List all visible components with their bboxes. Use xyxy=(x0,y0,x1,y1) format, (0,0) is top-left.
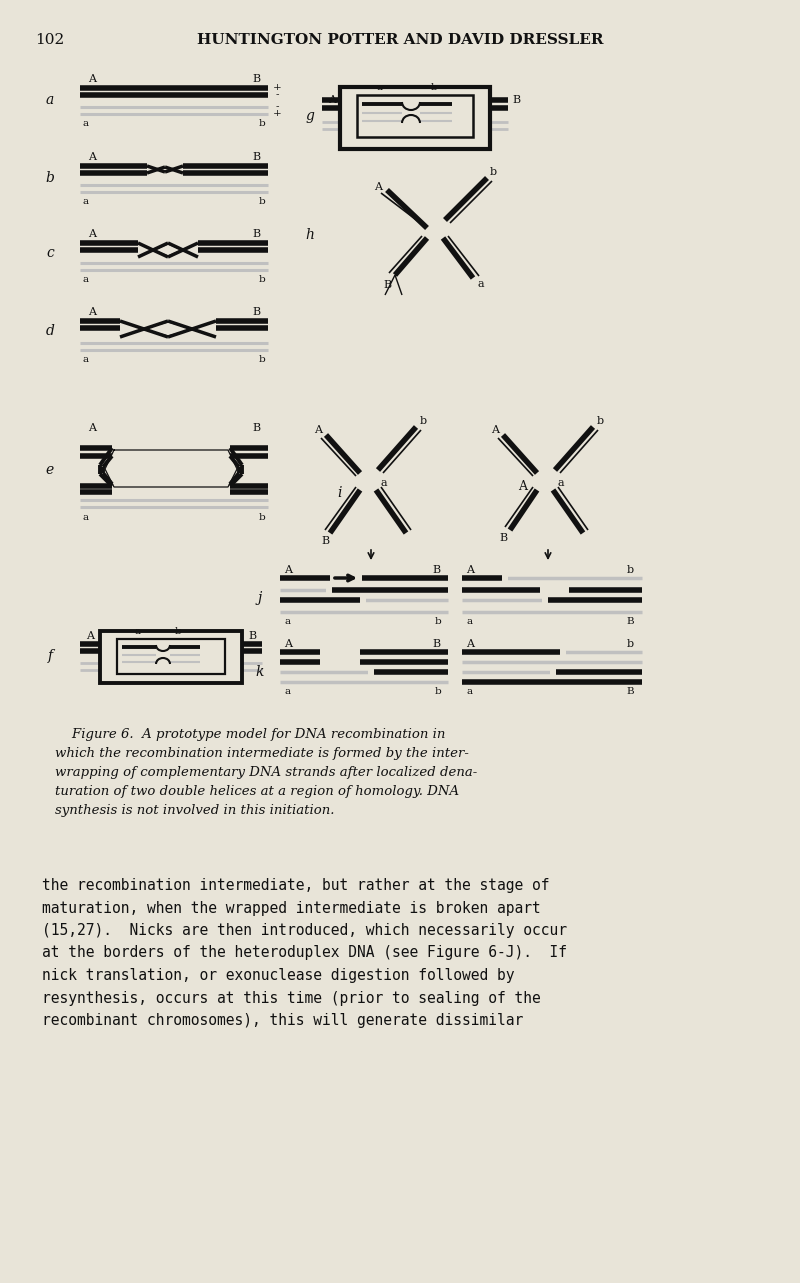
Text: g: g xyxy=(306,109,314,123)
Text: e: e xyxy=(46,463,54,477)
Text: b: b xyxy=(626,565,634,575)
Text: a: a xyxy=(285,688,291,697)
Text: B: B xyxy=(512,95,520,105)
Text: at the borders of the heteroduplex DNA (see Figure 6-J).  If: at the borders of the heteroduplex DNA (… xyxy=(42,946,567,961)
Text: +: + xyxy=(273,83,282,92)
Text: b: b xyxy=(597,416,603,426)
Text: b: b xyxy=(258,198,266,207)
Text: maturation, when the wrapped intermediate is broken apart: maturation, when the wrapped intermediat… xyxy=(42,901,541,916)
Text: a: a xyxy=(467,617,473,626)
Text: B: B xyxy=(248,631,256,642)
Text: nick translation, or exonuclease digestion followed by: nick translation, or exonuclease digesti… xyxy=(42,967,514,983)
Text: A: A xyxy=(314,425,322,435)
Text: c: c xyxy=(46,246,54,260)
Text: A: A xyxy=(284,639,292,649)
Text: b: b xyxy=(258,512,266,521)
Text: b: b xyxy=(626,639,634,649)
Text: b: b xyxy=(258,276,266,285)
Text: a: a xyxy=(46,92,54,106)
Text: +: + xyxy=(273,109,282,118)
Text: B: B xyxy=(252,151,260,162)
Text: A: A xyxy=(86,631,94,642)
Text: which the recombination intermediate is formed by the inter-: which the recombination intermediate is … xyxy=(55,747,469,760)
Text: B: B xyxy=(252,228,260,239)
Text: a: a xyxy=(83,198,89,207)
Text: b: b xyxy=(490,167,497,177)
Text: b: b xyxy=(430,82,438,91)
Text: B: B xyxy=(321,536,329,547)
Text: b: b xyxy=(434,617,442,626)
Text: turation of two double helices at a region of homology. DNA: turation of two double helices at a regi… xyxy=(55,785,459,798)
Text: B: B xyxy=(626,688,634,697)
Text: a: a xyxy=(558,479,564,488)
Text: A: A xyxy=(466,565,474,575)
Text: B: B xyxy=(432,565,440,575)
Text: b: b xyxy=(258,355,266,364)
Text: A: A xyxy=(491,425,499,435)
Text: a: a xyxy=(285,617,291,626)
FancyBboxPatch shape xyxy=(340,87,490,149)
Text: a: a xyxy=(83,512,89,521)
Text: B: B xyxy=(499,532,507,543)
Text: k: k xyxy=(256,665,264,679)
Text: B: B xyxy=(432,639,440,649)
Text: h: h xyxy=(306,228,314,242)
Text: a: a xyxy=(381,479,387,488)
Text: recombinant chromosomes), this will generate dissimilar: recombinant chromosomes), this will gene… xyxy=(42,1014,523,1028)
Text: A: A xyxy=(374,182,382,192)
Text: A: A xyxy=(88,228,96,239)
Text: B: B xyxy=(383,280,391,290)
Text: synthesis is not involved in this initiation.: synthesis is not involved in this initia… xyxy=(55,804,334,817)
Text: A: A xyxy=(88,423,96,432)
Text: b: b xyxy=(174,626,182,635)
Text: A: A xyxy=(88,74,96,83)
Text: B: B xyxy=(626,617,634,626)
Text: 102: 102 xyxy=(35,33,64,47)
Text: A: A xyxy=(518,481,527,494)
FancyBboxPatch shape xyxy=(100,631,242,683)
Text: d: d xyxy=(46,325,54,337)
Text: b: b xyxy=(46,171,54,185)
Text: a: a xyxy=(83,119,89,128)
Text: B: B xyxy=(252,307,260,317)
Text: A: A xyxy=(466,639,474,649)
Text: a: a xyxy=(83,355,89,364)
FancyBboxPatch shape xyxy=(357,95,473,137)
Text: -: - xyxy=(275,91,278,100)
Text: -: - xyxy=(275,103,278,112)
Text: A: A xyxy=(88,307,96,317)
FancyBboxPatch shape xyxy=(117,639,225,674)
Text: wrapping of complementary DNA strands after localized dena-: wrapping of complementary DNA strands af… xyxy=(55,766,478,779)
Text: a: a xyxy=(467,688,473,697)
Text: b: b xyxy=(258,119,266,128)
Text: a: a xyxy=(83,276,89,285)
Text: a: a xyxy=(478,278,484,289)
Text: b: b xyxy=(419,416,426,426)
Text: resynthesis, occurs at this time (prior to sealing of the: resynthesis, occurs at this time (prior … xyxy=(42,990,541,1006)
Text: A: A xyxy=(328,95,336,105)
Text: (15,27).  Nicks are then introduced, which necessarily occur: (15,27). Nicks are then introduced, whic… xyxy=(42,922,567,938)
Text: the recombination intermediate, but rather at the stage of: the recombination intermediate, but rath… xyxy=(42,878,550,893)
Text: b: b xyxy=(434,688,442,697)
Text: j: j xyxy=(258,591,262,606)
Text: a: a xyxy=(377,82,383,91)
Text: f: f xyxy=(47,649,53,663)
Text: A: A xyxy=(284,565,292,575)
Text: HUNTINGTON POTTER AND DAVID DRESSLER: HUNTINGTON POTTER AND DAVID DRESSLER xyxy=(197,33,603,47)
Text: Figure 6.  A prototype model for DNA recombination in: Figure 6. A prototype model for DNA reco… xyxy=(55,727,446,742)
Text: i: i xyxy=(338,486,342,500)
Text: A: A xyxy=(88,151,96,162)
Text: B: B xyxy=(252,74,260,83)
Text: a: a xyxy=(135,626,141,635)
Text: B: B xyxy=(252,423,260,432)
